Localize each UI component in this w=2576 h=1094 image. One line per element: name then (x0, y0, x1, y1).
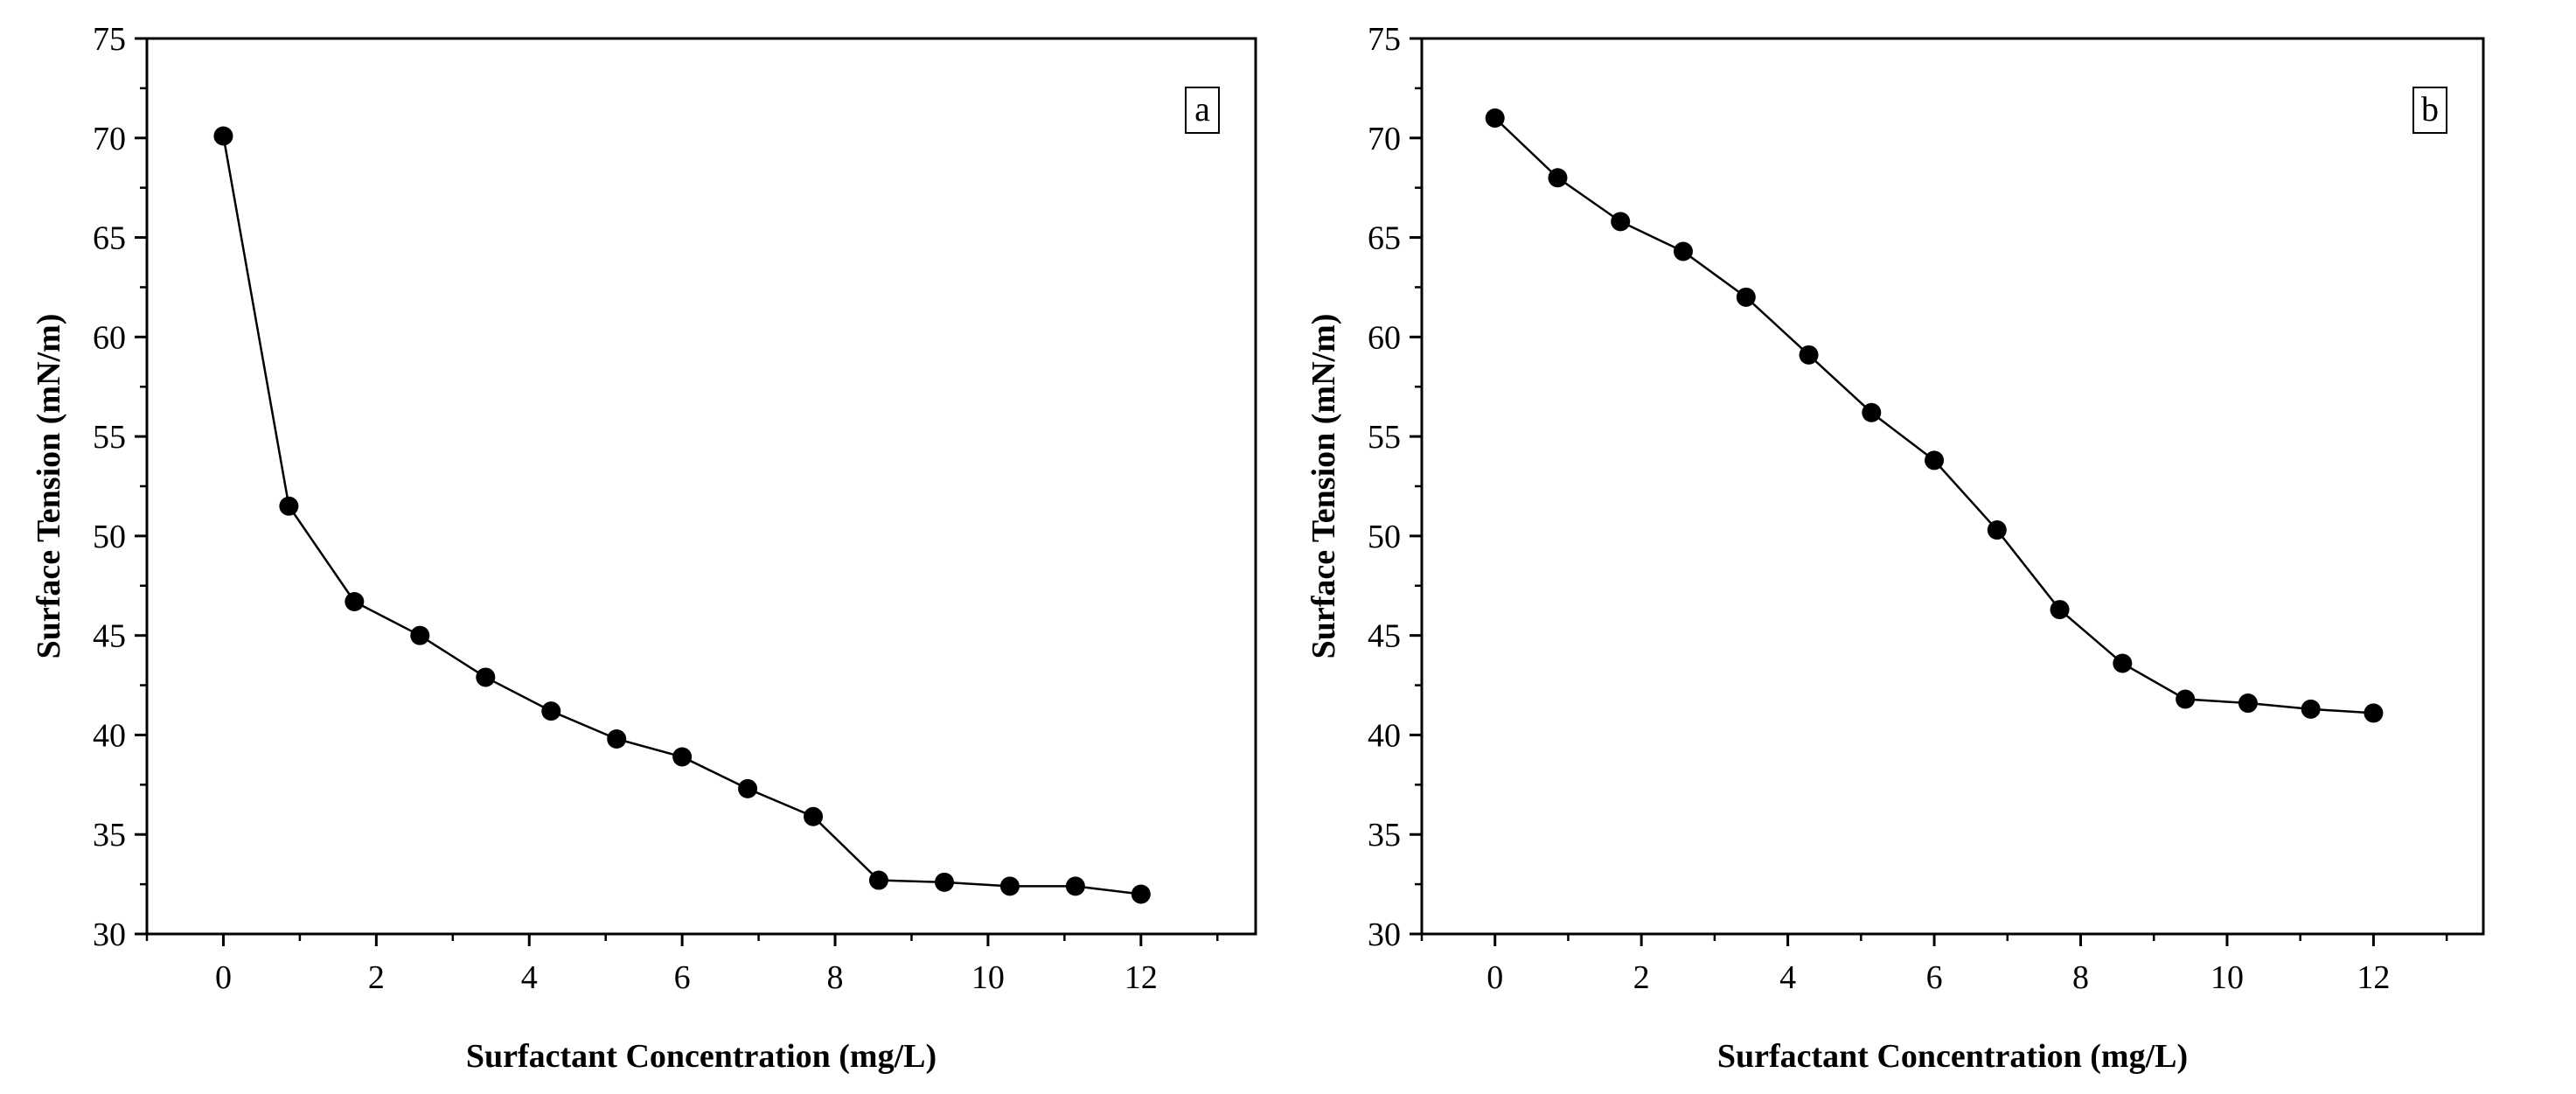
panel-a-x-tick-label: 8 (827, 959, 844, 996)
panel-b-x-tick-label: 2 (1633, 959, 1650, 996)
panel-a-x-tick-label: 6 (674, 959, 691, 996)
panel-a-label: a (1194, 89, 1210, 129)
panel-a-data-point (607, 728, 627, 749)
panel-b-data-point (1736, 287, 1756, 307)
panel-b-series-line (1493, 117, 2374, 714)
panel-b-y-tick-label: 70 (1368, 121, 1401, 157)
panel-b-data-point (1862, 402, 1882, 422)
panel-b-y-axis-title: Surface Tension (mN/m) (1305, 314, 1342, 659)
panel-a-y-tick-label: 65 (93, 220, 126, 257)
panel-b-data-point (2176, 689, 2196, 709)
panel-b-data-point (1987, 520, 2007, 540)
panel-a-data-point (999, 876, 1020, 896)
panel-a-data-point (213, 126, 233, 146)
panel-b-y-tick-label: 65 (1368, 220, 1401, 257)
panel-b-data-point (2301, 699, 2321, 719)
panel-b-data-point (2050, 600, 2070, 620)
panel-b-y-tick-label: 55 (1368, 419, 1401, 456)
panel-b-x-tick-label: 0 (1486, 959, 1503, 996)
panel-b-x-tick-label: 4 (1779, 959, 1796, 996)
panel-b-data-point (1485, 108, 1505, 129)
panel-a-y-tick-label: 75 (93, 21, 126, 58)
panel-a-x-tick-label: 0 (215, 959, 232, 996)
panel-a-y-tick-label: 45 (93, 618, 126, 655)
panel-b-data-point (1799, 345, 1819, 365)
panel-b-y-tick-label: 50 (1368, 519, 1401, 555)
panel-a-data-point (738, 778, 758, 798)
panel-a-label-box (1185, 87, 1220, 134)
panel-a-y-tick-label: 55 (93, 419, 126, 456)
panel-a-x-tick-label: 4 (521, 959, 538, 996)
panel-a-data-point (279, 496, 299, 516)
panel-b-x-tick-label: 12 (2357, 959, 2390, 996)
panel-b-data-point (2113, 653, 2133, 673)
panel-b-y-tick-label: 30 (1368, 916, 1401, 953)
panel-a-y-tick-label: 50 (93, 519, 126, 555)
panel-b-data-point (2364, 703, 2384, 723)
panel-a-data-point (476, 667, 496, 687)
panel-a-x-tick-label: 12 (1124, 959, 1158, 996)
panel-a-data-point (410, 625, 430, 645)
panel-a-x-tick-label: 2 (368, 959, 385, 996)
panel-b-data-point (2238, 693, 2258, 714)
panel-b-y-tick-label: 40 (1368, 717, 1401, 754)
panel-a-data-point (868, 870, 888, 890)
panel-a-data-point (804, 806, 824, 826)
panel-a-y-tick-label: 60 (93, 319, 126, 356)
panel-a-data-point (1065, 876, 1085, 896)
panel-a-x-tick-label: 10 (971, 959, 1005, 996)
panel-a-x-axis-title: Surfactant Concentration (mg/L) (466, 1038, 936, 1075)
panel-b-y-tick-label: 35 (1368, 817, 1401, 854)
panel-a-data-point (934, 872, 954, 892)
panel-b-data-point (1548, 168, 1568, 188)
panel-a-chart: 30 35 40 45 50 55 60 65 70 75 0 2 4 6 8 10 12 Surfactant … (31, 21, 1257, 1075)
panel-a-series-line (222, 136, 1141, 895)
panel-a-data-point (345, 591, 365, 611)
panel-b-data-point (1673, 241, 1693, 261)
panel-b-chart: 30 35 40 45 50 55 60 65 70 75 0 2 4 6 8 10 12 Surfactant … (1305, 21, 2485, 1075)
panel-b-x-tick-label: 8 (2072, 959, 2089, 996)
panel-b-x-tick-label: 6 (1926, 959, 1943, 996)
panel-a-data-point (541, 701, 561, 721)
panel-a-data-point (1131, 884, 1151, 904)
panel-a-y-tick-label: 40 (93, 717, 126, 754)
panel-b-y-tick-label: 60 (1368, 319, 1401, 356)
panel-b-x-axis-title: Surfactant Concentration (mg/L) (1717, 1038, 2188, 1075)
panel-a-plot-frame (145, 37, 1257, 936)
panel-b-data-point (1611, 212, 1631, 232)
panel-a-y-tick-label: 30 (93, 916, 126, 953)
panel-b-y-tick-label: 45 (1368, 618, 1401, 655)
panel-b-x-tick-label: 10 (2210, 959, 2244, 996)
panel-a-y-tick-label: 35 (93, 817, 126, 854)
panel-b-data-point (1925, 450, 1945, 470)
panel-b-plot-frame (1420, 37, 2485, 936)
panel-b-label: b (2421, 89, 2439, 129)
panel-b-label-box (2412, 87, 2447, 134)
panel-a-y-axis-title: Surface Tension (mN/m) (31, 314, 67, 659)
panel-a-data-point (672, 747, 693, 767)
panel-b-y-tick-label: 75 (1368, 21, 1401, 58)
panel-a-y-tick-label: 70 (93, 121, 126, 157)
